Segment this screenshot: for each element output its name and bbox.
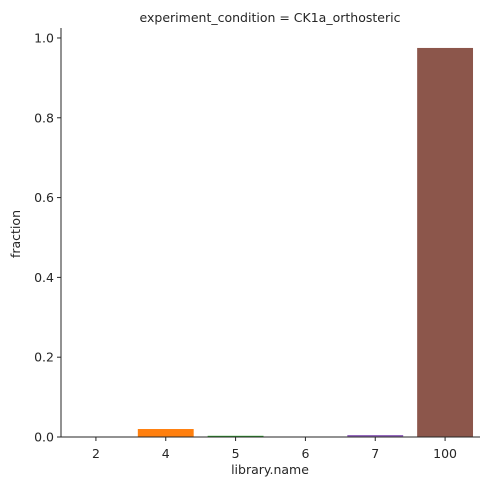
y-tick-label-0.0: 0.0 [34,430,54,445]
x-tick-label-7: 7 [371,446,379,461]
chart-title: experiment_condition = CK1a_orthosteric [140,10,401,25]
y-axis: 0.0 0.2 0.4 0.6 0.8 1.0 [34,28,62,445]
y-axis-label: fraction [8,210,23,258]
x-axis-label: library.name [231,462,309,477]
y-tick-label-0.6: 0.6 [34,190,54,205]
x-tick-label-100: 100 [433,446,457,461]
y-tick-label-0.2: 0.2 [34,350,54,365]
x-axis: 2 4 5 6 7 100 [61,436,480,461]
bar-5 [207,435,264,437]
y-tick-label-1.0: 1.0 [34,30,54,45]
x-tick-label-2: 2 [92,446,100,461]
x-tick-label-4: 4 [162,446,170,461]
x-tick-label-5: 5 [232,446,240,461]
y-tick-label-0.8: 0.8 [34,110,54,125]
x-tick-label-6: 6 [301,446,309,461]
y-tick-label-0.4: 0.4 [34,270,54,285]
bar-7 [347,435,404,437]
bars [137,47,474,437]
bar-4 [137,429,194,437]
bar-100 [417,47,474,437]
